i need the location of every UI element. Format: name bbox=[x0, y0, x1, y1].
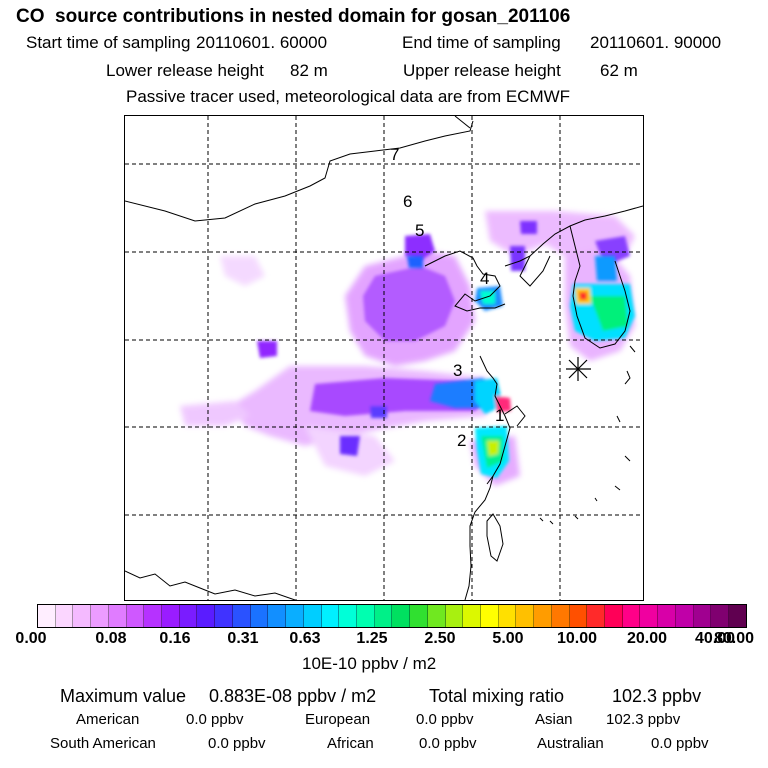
colorbar-segment bbox=[374, 605, 393, 627]
colorbar-segment bbox=[711, 605, 730, 627]
region-label-1: 1 bbox=[495, 406, 504, 425]
colorbar-segment bbox=[445, 605, 464, 627]
colorbar-segment bbox=[569, 605, 588, 627]
colorbar-segment bbox=[640, 605, 659, 627]
colorbar-segment bbox=[91, 605, 109, 627]
lower-release-value: 82 m bbox=[290, 61, 328, 80]
colorbar-segment bbox=[427, 605, 446, 627]
colorbar bbox=[37, 604, 747, 628]
start-time-label: Start time of sampling bbox=[26, 33, 191, 52]
colorbar-segment bbox=[551, 605, 570, 627]
colorbar-segment bbox=[410, 605, 428, 627]
colorbar-segment bbox=[232, 605, 251, 627]
region-value: 0.0 ppbv bbox=[416, 711, 474, 728]
tracer-note: Passive tracer used, meteorological data… bbox=[126, 87, 571, 106]
colorbar-segment bbox=[356, 605, 375, 627]
colorbar-segment bbox=[250, 605, 269, 627]
colorbar-segment bbox=[605, 605, 623, 627]
colorbar-segment bbox=[587, 605, 605, 627]
colorbar-tick: 0.31 bbox=[227, 630, 259, 647]
colorbar-segment bbox=[144, 605, 163, 627]
end-time-label: End time of sampling bbox=[402, 33, 561, 52]
colorbar-segment bbox=[126, 605, 145, 627]
upper-release-value: 62 m bbox=[600, 61, 638, 80]
region-label-2: 2 bbox=[457, 431, 466, 450]
coastlines bbox=[125, 116, 643, 600]
start-time-value: 20110601. 60000 bbox=[196, 33, 328, 52]
colorbar-tick: 5.00 bbox=[492, 630, 524, 647]
colorbar-tick: 80.00 bbox=[713, 630, 755, 647]
grid-lines bbox=[125, 116, 643, 600]
region-value: 102.3 ppbv bbox=[606, 711, 681, 728]
colorbar-tick: 10.00 bbox=[556, 630, 598, 647]
colorbar-tick: 1.25 bbox=[356, 630, 388, 647]
region-value: 0.0 ppbv bbox=[419, 735, 477, 752]
colorbar-segment bbox=[162, 605, 180, 627]
upper-release-label: Upper release height bbox=[403, 61, 561, 80]
end-time-value: 20110601. 90000 bbox=[590, 33, 722, 52]
colorbar-segment bbox=[73, 605, 92, 627]
region-value: 0.0 ppbv bbox=[208, 735, 266, 752]
map-svg: 1 2 3 4 5 6 7 bbox=[125, 116, 643, 600]
total-mixing-label: Total mixing ratio bbox=[429, 686, 565, 706]
map-panel: 1 2 3 4 5 6 7 bbox=[124, 115, 644, 601]
colorbar-segment bbox=[55, 605, 74, 627]
colorbar-segment bbox=[392, 605, 411, 627]
region-label-4: 4 bbox=[480, 269, 489, 288]
region-label-6: 6 bbox=[403, 192, 412, 211]
colorbar-tick: 0.63 bbox=[289, 630, 321, 647]
colorbar-segment bbox=[534, 605, 552, 627]
colorbar-tick: 40.00 bbox=[694, 630, 736, 647]
colorbar-segment bbox=[321, 605, 340, 627]
colorbar-unit: 10E-10 ppbv / m2 bbox=[302, 654, 437, 673]
plume-mid bbox=[257, 221, 630, 456]
colorbar-segment bbox=[108, 605, 127, 627]
map-title: CO source contributions in nested domain… bbox=[16, 6, 571, 27]
colorbar-segment bbox=[38, 605, 56, 627]
region-name: Asian bbox=[535, 711, 573, 728]
colorbar-segment bbox=[693, 605, 712, 627]
max-value-label: Maximum value bbox=[60, 686, 187, 706]
colorbar-tick: 2.50 bbox=[424, 630, 456, 647]
colorbar-segment bbox=[339, 605, 357, 627]
colorbar-segment bbox=[268, 605, 287, 627]
colorbar-segment bbox=[303, 605, 322, 627]
colorbar-segment bbox=[215, 605, 233, 627]
total-mixing-value: 102.3 ppbv bbox=[612, 686, 702, 706]
region-name: Australian bbox=[537, 735, 604, 752]
region-label-5: 5 bbox=[415, 221, 424, 240]
colorbar-segment bbox=[622, 605, 641, 627]
colorbar-segment bbox=[286, 605, 304, 627]
max-value: 0.883E-08 ppbv / m2 bbox=[209, 686, 377, 706]
region-label-3: 3 bbox=[453, 361, 462, 380]
colorbar-segment bbox=[480, 605, 499, 627]
colorbar-tick: 20.00 bbox=[626, 630, 668, 647]
colorbar-segment bbox=[658, 605, 676, 627]
colorbar-tick: 0.16 bbox=[159, 630, 191, 647]
region-value: 0.0 ppbv bbox=[186, 711, 244, 728]
colorbar-tick: 0.00 bbox=[15, 630, 47, 647]
colorbar-segment bbox=[729, 605, 746, 627]
region-value: 0.0 ppbv bbox=[651, 735, 709, 752]
region-name: European bbox=[305, 711, 371, 728]
region-name: African bbox=[327, 735, 374, 752]
colorbar-segment bbox=[463, 605, 481, 627]
lower-release-label: Lower release height bbox=[106, 61, 264, 80]
region-name: South American bbox=[50, 735, 156, 752]
colorbar-segment bbox=[498, 605, 517, 627]
colorbar-segment bbox=[516, 605, 535, 627]
region-name: American bbox=[76, 711, 140, 728]
colorbar-segment bbox=[179, 605, 198, 627]
colorbar-segment bbox=[675, 605, 694, 627]
receptor-marker bbox=[566, 357, 591, 381]
colorbar-segment bbox=[197, 605, 216, 627]
region-label-7: 7 bbox=[390, 145, 399, 164]
colorbar-tick: 0.08 bbox=[95, 630, 127, 647]
